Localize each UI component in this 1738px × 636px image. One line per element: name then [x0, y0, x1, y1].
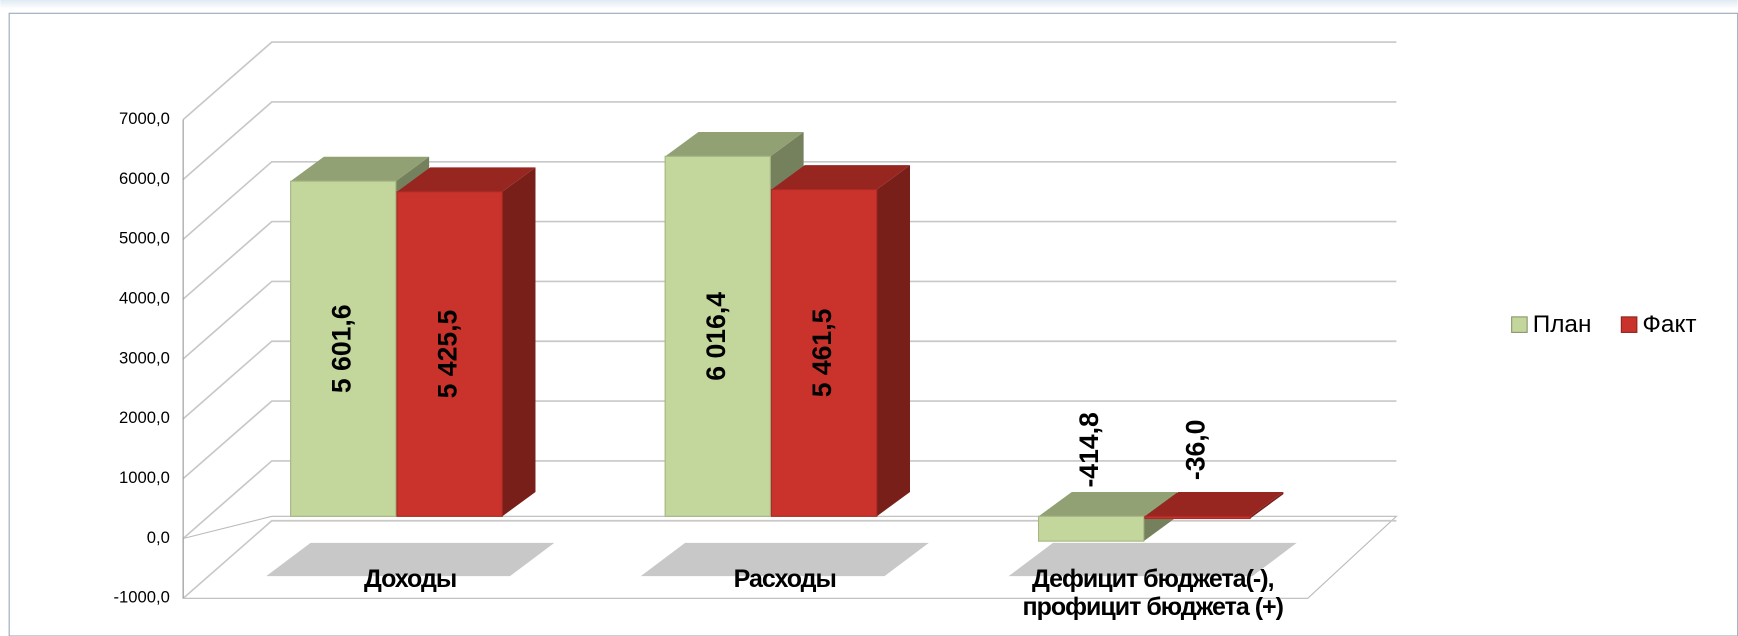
grid-line: [182, 280, 1397, 360]
data-label: -414,8: [1074, 412, 1104, 487]
bar: [770, 189, 878, 517]
bar-side: [502, 167, 536, 517]
bar-top: [665, 131, 804, 157]
y-tick-label: 4000,0: [119, 289, 170, 308]
label-shadow: [640, 542, 929, 577]
top-band: [0, 0, 1738, 9]
bar-top: [396, 167, 536, 192]
grid-line: [182, 460, 1397, 540]
y-tick-label: 6000,0: [119, 169, 170, 188]
data-label: 5 461,5: [807, 308, 837, 397]
bar-side: [1250, 491, 1284, 519]
grid-line: [182, 160, 1397, 240]
label-shadow: [266, 542, 555, 577]
x-tick-label: Расходы: [733, 565, 837, 594]
y-tick-label: -1000,0: [113, 588, 169, 607]
bar: [1144, 515, 1251, 520]
grid-line: [182, 220, 1397, 300]
data-label: -36,0: [1181, 420, 1211, 481]
legend-swatch: [1511, 316, 1528, 333]
y-tick-label: 5000,0: [119, 229, 170, 248]
legend-label: План: [1533, 311, 1592, 338]
grid-line: [182, 400, 1397, 480]
y-tick-label: 1000,0: [119, 468, 170, 487]
data-label: 5 425,5: [433, 309, 463, 398]
y-tick-label: 7000,0: [119, 109, 170, 128]
bar: [290, 180, 397, 517]
bar: [1037, 515, 1145, 542]
data-label: 6 016,4: [701, 292, 731, 381]
x-tick-label: Дефицит бюджета(-), профицит бюджета (+): [1022, 565, 1284, 622]
bar-side: [876, 165, 910, 517]
y-tick-label: 2000,0: [119, 408, 170, 427]
x-tick-label: Доходы: [363, 565, 457, 594]
bar-top: [1144, 491, 1284, 517]
grid-line: [182, 41, 1397, 121]
label-shadow: [1008, 542, 1297, 577]
y-tick-label: 0,0: [147, 528, 170, 547]
legend-label: Факт: [1642, 311, 1696, 338]
bar-top: [290, 156, 430, 182]
y-tick-label: 3000,0: [119, 348, 170, 367]
bar-top: [1038, 491, 1178, 517]
bar: [664, 155, 771, 517]
grid-line: [182, 340, 1397, 420]
legend-swatch: [1620, 316, 1638, 333]
bar: [396, 191, 503, 517]
data-label: 5 601,6: [326, 304, 356, 393]
bar-top: [771, 165, 910, 190]
grid-line: [182, 519, 1397, 599]
grid-line: [182, 101, 1397, 181]
